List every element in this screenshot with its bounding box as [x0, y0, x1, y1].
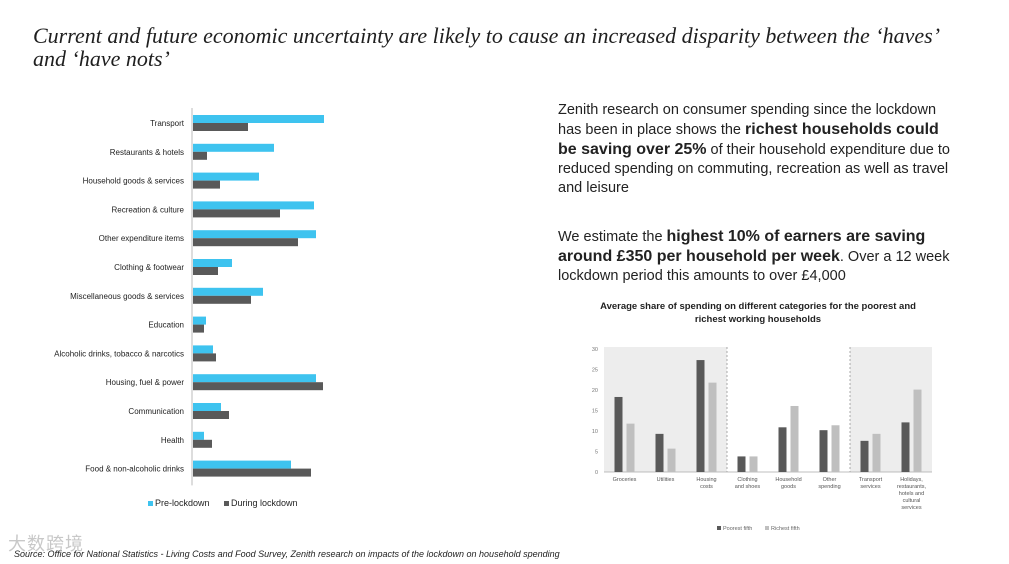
x-tick-label: Clothing and shoes	[735, 477, 761, 490]
bar-richest-fifth	[708, 382, 717, 472]
slide-title: Current and future economic uncertainty …	[33, 23, 938, 71]
bar-richest-fifth	[913, 389, 922, 472]
category-label: Restaurants & hotels	[110, 148, 184, 157]
category-label: Other expenditure items	[99, 234, 184, 243]
bar-during-lockdown	[193, 123, 248, 131]
bar-during-lockdown	[193, 439, 212, 448]
para1-highlight: richest households could be saving over …	[558, 121, 939, 158]
category-label: Household goods & services	[83, 177, 184, 186]
category-label: Food & non-alcoholic drinks	[85, 465, 184, 474]
source-note: Source: Office for National Statistics -…	[14, 549, 560, 559]
bar-pre-lockdown	[193, 230, 316, 239]
bar-during-lockdown	[193, 382, 323, 391]
horizontal-bar-chart: Transport Restaurants & hotels Household g…	[54, 108, 324, 508]
legend-label: Richest fifth	[771, 526, 800, 530]
bar-during-lockdown	[193, 267, 218, 275]
bar-pre-lockdown	[193, 201, 314, 210]
bar-poorest-fifth	[901, 422, 910, 472]
bar-during-lockdown	[193, 411, 229, 419]
x-tick-label: Housing costs	[696, 477, 716, 490]
bar-richest-fifth	[626, 423, 635, 472]
x-tick-label: Other spending	[818, 477, 840, 490]
bar-poorest-fifth	[696, 360, 705, 472]
x-tick-label: Groceries	[613, 477, 637, 483]
bar-during-lockdown	[193, 180, 220, 189]
bar-during-lockdown	[193, 295, 251, 304]
watermark: 大数跨境	[8, 534, 84, 554]
insight-paragraph-2: We estimate the highest 10% of earners a…	[558, 227, 958, 286]
bar-pre-lockdown	[193, 431, 204, 440]
y-tick-label: 30	[592, 347, 598, 353]
bar-poorest-fifth	[737, 456, 746, 472]
bar-pre-lockdown	[193, 287, 263, 296]
bar-poorest-fifth	[819, 430, 828, 472]
bar-pre-lockdown	[193, 259, 232, 267]
x-tick-label: Transport services	[859, 477, 883, 490]
x-tick-label: Household goods	[775, 477, 801, 490]
category-label: Recreation & culture	[112, 205, 185, 214]
legend-swatch-during	[224, 501, 229, 506]
y-tick-label: 15	[592, 409, 598, 415]
legend-swatch-pre	[148, 501, 153, 506]
bar-pre-lockdown	[193, 345, 213, 354]
bar-during-lockdown	[193, 209, 280, 218]
bar-pre-lockdown	[193, 143, 274, 152]
para2-text-end: . Over a 12 week lockdown period this am…	[558, 249, 950, 284]
bar-pre-lockdown	[193, 460, 291, 469]
legend-label: Poorest fifth	[723, 526, 752, 530]
y-tick-label: 5	[595, 450, 598, 456]
bar-richest-fifth	[667, 448, 676, 472]
bar-poorest-fifth	[655, 433, 664, 472]
bar-richest-fifth	[872, 433, 881, 472]
bar-during-lockdown	[193, 468, 311, 477]
plot-band	[727, 347, 850, 472]
bar-pre-lockdown	[193, 403, 221, 411]
para2-text: We estimate the	[558, 229, 667, 245]
category-label: Education	[148, 321, 184, 330]
bar-pre-lockdown	[193, 172, 259, 181]
bar-during-lockdown	[193, 151, 207, 160]
x-tick-label: Holidays, restaurants, hotels and cultural s…	[897, 477, 927, 511]
bar-richest-fifth	[749, 456, 758, 472]
bar-poorest-fifth	[778, 427, 787, 472]
category-label: Communication	[128, 407, 184, 416]
category-label: Housing, fuel & power	[106, 378, 185, 387]
para1-text: Zenith research on consumer spending sin…	[558, 102, 937, 138]
bar-richest-fifth	[790, 405, 799, 472]
y-tick-label: 20	[592, 388, 598, 394]
para1-text-end: of their household expenditure due to re…	[558, 142, 950, 196]
bar-during-lockdown	[193, 324, 204, 333]
y-tick-label: 10	[592, 429, 598, 435]
column-chart: 0 5 10 15 20 25 30 Groceries Utilities Housing cos…	[592, 347, 932, 530]
bar-poorest-fifth	[614, 396, 623, 472]
bar-pre-lockdown	[193, 374, 316, 383]
y-tick-label: 0	[595, 470, 598, 476]
bar-pre-lockdown	[193, 115, 324, 123]
category-label: Miscellaneous goods & services	[70, 292, 184, 301]
category-label: Clothing & footwear	[114, 263, 184, 272]
legend-swatch-richest	[765, 526, 769, 530]
legend-swatch-poorest	[717, 526, 721, 530]
bar-pre-lockdown	[193, 316, 206, 325]
legend-label: During lockdown	[231, 498, 298, 508]
category-label: Health	[161, 436, 184, 445]
category-label: Alcoholic drinks, tobacco & narcotics	[54, 349, 184, 358]
para2-highlight: highest 10% of earners are saving around…	[558, 228, 926, 265]
bar-during-lockdown	[193, 353, 216, 362]
right-chart-title: Average share of spending on different c…	[600, 301, 916, 325]
category-label: Transport	[150, 119, 185, 128]
legend-label: Pre-lockdown	[155, 498, 210, 508]
bar-poorest-fifth	[860, 440, 869, 472]
y-tick-label: 25	[592, 368, 598, 374]
bar-richest-fifth	[831, 425, 840, 472]
x-tick-label: Utilities	[657, 477, 675, 483]
insight-paragraph-1: Zenith research on consumer spending sin…	[558, 101, 958, 198]
bar-during-lockdown	[193, 238, 298, 247]
